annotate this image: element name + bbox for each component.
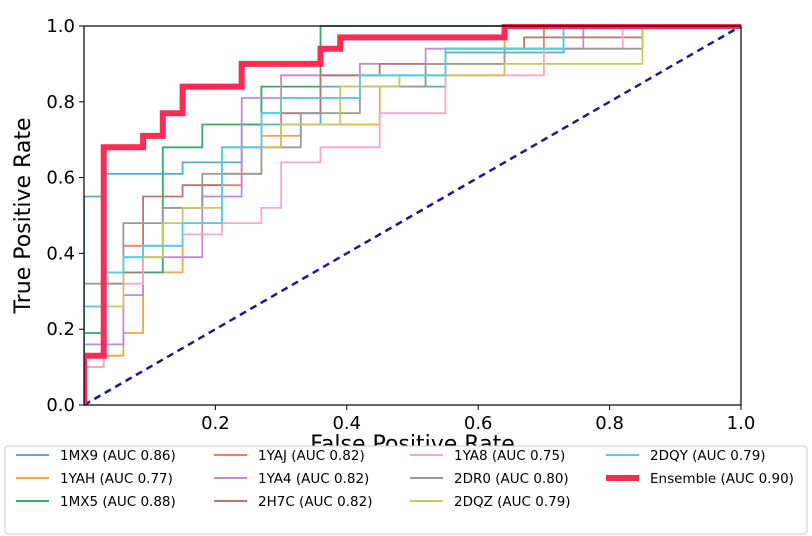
series-line-ensemble: [84, 24, 741, 405]
series-line-2dr0: [84, 25, 741, 405]
series-line-1ya8: [84, 25, 741, 405]
y-axis-label: True Positive Rate: [11, 118, 36, 315]
legend-frame: [4, 445, 808, 535]
legend-label: 1YA4 (AUC 0.82): [258, 471, 369, 487]
x-axis-ticks: 0.2 0.4 0.6 0.8 1.0: [201, 405, 755, 434]
y-tick-label: 0.6: [46, 168, 75, 189]
legend-item: 1MX9 (AUC 0.86): [16, 448, 176, 464]
plot-area: [83, 24, 742, 407]
legend-item: 1MX5 (AUC 0.88): [16, 494, 176, 510]
legend-item: Ensemble (AUC 0.90): [606, 471, 794, 487]
y-tick-label: 0.2: [46, 319, 75, 340]
y-axis-ticks: 0.0 0.2 0.4 0.6 0.8 1.0: [46, 16, 84, 416]
legend-item: 2DR0 (AUC 0.80): [410, 471, 569, 487]
y-tick-label: 1.0: [46, 16, 75, 37]
x-tick-label: 0.8: [595, 413, 624, 434]
axes-frame: [83, 25, 742, 406]
x-tick-label: 0.4: [332, 413, 361, 434]
y-tick-label: 0.8: [46, 92, 75, 113]
x-tick-label: 1.0: [727, 413, 756, 434]
series-line-2dqy: [84, 25, 741, 405]
legend-item: 2DQZ (AUC 0.79): [410, 494, 571, 510]
legend-label: 2DQZ (AUC 0.79): [454, 494, 571, 510]
legend-label: 1YAJ (AUC 0.82): [258, 448, 365, 464]
x-tick-label: 0.6: [464, 413, 493, 434]
legend-label: 2H7C (AUC 0.82): [258, 494, 372, 510]
legend-label: 1MX9 (AUC 0.86): [60, 448, 176, 464]
y-tick-label: 0.0: [46, 395, 75, 416]
series-lines: [84, 24, 742, 407]
legend-item: 2DQY (AUC 0.79): [606, 448, 766, 464]
x-tick-label: 0.2: [201, 413, 230, 434]
legend-label: 2DQY (AUC 0.79): [650, 448, 766, 464]
legend-label: 1YA8 (AUC 0.75): [454, 448, 565, 464]
legend-label: 2DR0 (AUC 0.80): [454, 471, 569, 487]
series-line-2dqz: [84, 26, 644, 405]
chance-diagonal-line: [84, 24, 742, 407]
legend-item: 1YAJ (AUC 0.82): [214, 448, 365, 464]
legend-label: 1MX5 (AUC 0.88): [60, 494, 176, 510]
legend-item: 2H7C (AUC 0.82): [214, 494, 372, 510]
legend: 1MX9 (AUC 0.86) 1YAH (AUC 0.77) 1MX5 (AUC …: [4, 445, 808, 535]
legend-item: 1YA8 (AUC 0.75): [410, 448, 565, 464]
y-tick-label: 0.4: [46, 243, 75, 264]
legend-item: 1YA4 (AUC 0.82): [214, 471, 369, 487]
legend-label: Ensemble (AUC 0.90): [650, 471, 794, 487]
legend-item: 1YAH (AUC 0.77): [16, 471, 173, 487]
legend-label: 1YAH (AUC 0.77): [60, 471, 173, 487]
